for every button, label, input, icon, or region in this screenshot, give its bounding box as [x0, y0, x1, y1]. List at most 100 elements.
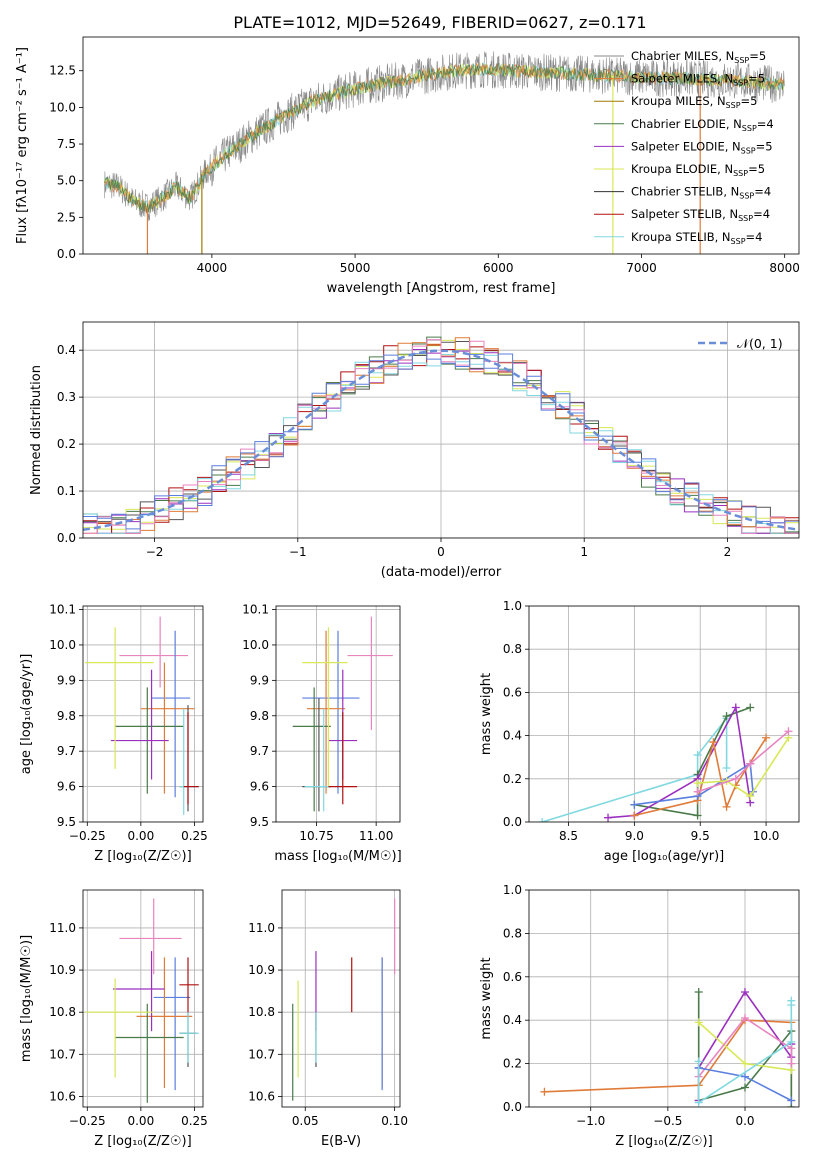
x-tick-label: 0 — [437, 545, 445, 559]
x-tick-label: 8000 — [769, 261, 800, 275]
mass-weight-marker — [694, 1098, 703, 1107]
y-tick-label: 7.5 — [57, 137, 76, 151]
mass-weight-marker — [741, 1059, 749, 1068]
y-tick-label: 9.7 — [57, 744, 76, 758]
axes-frame — [82, 36, 800, 255]
axes-frame — [528, 889, 800, 1108]
x-tick-label: −0.5 — [653, 1114, 682, 1128]
x-tick-label: 6000 — [483, 261, 514, 275]
legend-entry: 𝒩(0, 1) — [737, 336, 783, 351]
plot-area — [529, 606, 799, 822]
mass-weight-marker — [722, 712, 731, 721]
axes-frame — [82, 321, 800, 539]
y-tick-label: 0.1 — [57, 484, 76, 498]
mass-weight-marker — [741, 987, 749, 996]
x-axis-label: (data-model)/error — [381, 565, 502, 580]
y-tick-label: 0.2 — [503, 772, 522, 786]
x-tick-label: 2 — [724, 545, 732, 559]
x-tick-label: −0.25 — [69, 829, 106, 843]
mass-weight-marker — [630, 800, 639, 809]
x-axis-label: mass [log₁₀(M/M☉)] — [274, 849, 401, 864]
y-tick-label: 11.0 — [248, 921, 275, 935]
axes-frame — [275, 605, 401, 823]
mass-weight-marker — [746, 703, 755, 712]
y-tick-label: 9.8 — [57, 709, 76, 723]
y-tick-label: 5.0 — [57, 174, 76, 188]
mass-weight-marker — [741, 1072, 749, 1081]
y-tick-label: 9.5 — [57, 815, 76, 829]
plot-area — [83, 606, 203, 822]
mass-weight-marker — [693, 779, 702, 788]
panel-spectrum: 4000 5000 6000 7000 8000 0.0 2.5 5.0 7.5 10.0 12.5… — [15, 36, 800, 296]
legend-entry: Salpeter STELIB, NSSP=4 — [631, 207, 770, 223]
x-tick-label: 11.00 — [359, 829, 393, 843]
y-tick-label: 10.6 — [248, 1089, 275, 1103]
y-tick-label: 0.6 — [503, 970, 522, 984]
y-tick-label: 0.0 — [503, 1100, 522, 1114]
mass-weight-marker — [540, 1087, 549, 1096]
mass-weight-marker — [709, 738, 718, 747]
y-tick-label: 0.4 — [503, 1013, 522, 1027]
y-axis-label: mass weight — [479, 957, 494, 1039]
y-tick-label: 0.0 — [503, 815, 522, 829]
plot-area — [104, 51, 785, 254]
y-axis-label: mass [log₁₀(M/M☉)] — [19, 935, 34, 1062]
mass-weight-marker — [722, 764, 731, 772]
mass-weight-marker — [787, 1059, 796, 1068]
legend-entry: Chabrier STELIB, NSSP=4 — [631, 185, 771, 201]
y-tick-label: 10.7 — [248, 1047, 275, 1061]
y-tick-label: 9.6 — [57, 780, 76, 794]
normal-curve — [83, 349, 799, 532]
legend-entry: Salpeter ELODIE, NSSP=5 — [631, 139, 773, 155]
y-tick-label: 0.4 — [503, 729, 522, 743]
x-tick-label: 4000 — [197, 261, 228, 275]
y-tick-label: 10.1 — [49, 603, 76, 617]
mass-weight-marker — [538, 818, 547, 822]
x-tick-label: 8.5 — [559, 829, 578, 843]
y-tick-label: 1.0 — [503, 599, 522, 613]
mass-weight-line — [634, 762, 754, 806]
y-tick-label: 9.5 — [250, 815, 269, 829]
mass-weight-marker — [604, 813, 613, 822]
mass-weight-marker — [762, 733, 771, 742]
x-tick-label: 9.5 — [691, 829, 710, 843]
axes-frame — [281, 889, 401, 1108]
mass-weight-marker — [746, 792, 755, 801]
y-tick-label: 12.5 — [49, 64, 76, 78]
axes-frame — [82, 605, 204, 823]
y-tick-label: 9.7 — [250, 744, 269, 758]
legend-entry: Chabrier MILES, NSSP=5 — [631, 49, 766, 65]
mass-weight-marker — [787, 1001, 796, 1010]
x-tick-label: −0.25 — [69, 1114, 106, 1128]
y-tick-label: 10.7 — [49, 1047, 76, 1061]
x-tick-label: 0.0 — [735, 1114, 754, 1128]
x-tick-label: −1.0 — [576, 1114, 605, 1128]
axes-frame — [528, 605, 800, 823]
y-tick-label: 10.0 — [242, 638, 269, 652]
y-tick-label: 10.0 — [49, 100, 76, 114]
x-tick-label: −1 — [289, 545, 307, 559]
y-tick-label: 10.8 — [49, 1005, 76, 1019]
x-tick-label: 5000 — [340, 261, 371, 275]
x-tick-label: 1 — [580, 545, 588, 559]
y-tick-label: 0.4 — [57, 343, 76, 357]
plot-area — [529, 890, 799, 1107]
panel-residual-histogram: −2 −1 0 1 2 0.0 0.1 0.2 0.3 0.4 (data-model)/error… — [29, 321, 800, 580]
y-tick-label: 9.8 — [250, 709, 269, 723]
legend-entry: Kroupa STELIB, NSSP=4 — [631, 230, 762, 246]
mass-weight-marker — [630, 811, 639, 820]
mass-weight-marker — [722, 802, 731, 811]
mass-weight-marker — [741, 1014, 749, 1023]
y-tick-label: 10.8 — [248, 1005, 275, 1019]
x-axis-label: Z [log₁₀(Z/Z☉)] — [94, 1134, 191, 1149]
y-tick-label: 0.8 — [503, 642, 522, 656]
y-tick-label: 10.9 — [248, 963, 275, 977]
y-tick-label: 1.0 — [503, 883, 522, 897]
plot-area — [282, 890, 400, 1107]
x-tick-label: 0.05 — [292, 1114, 319, 1128]
legend-entry: Chabrier ELODIE, NSSP=4 — [631, 117, 774, 133]
y-axis-label: Flux [fλ10⁻¹⁷ erg cm⁻² s⁻¹ A⁻¹] — [15, 47, 30, 244]
x-tick-label: 10.0 — [753, 829, 780, 843]
mass-weight-marker — [731, 774, 740, 783]
